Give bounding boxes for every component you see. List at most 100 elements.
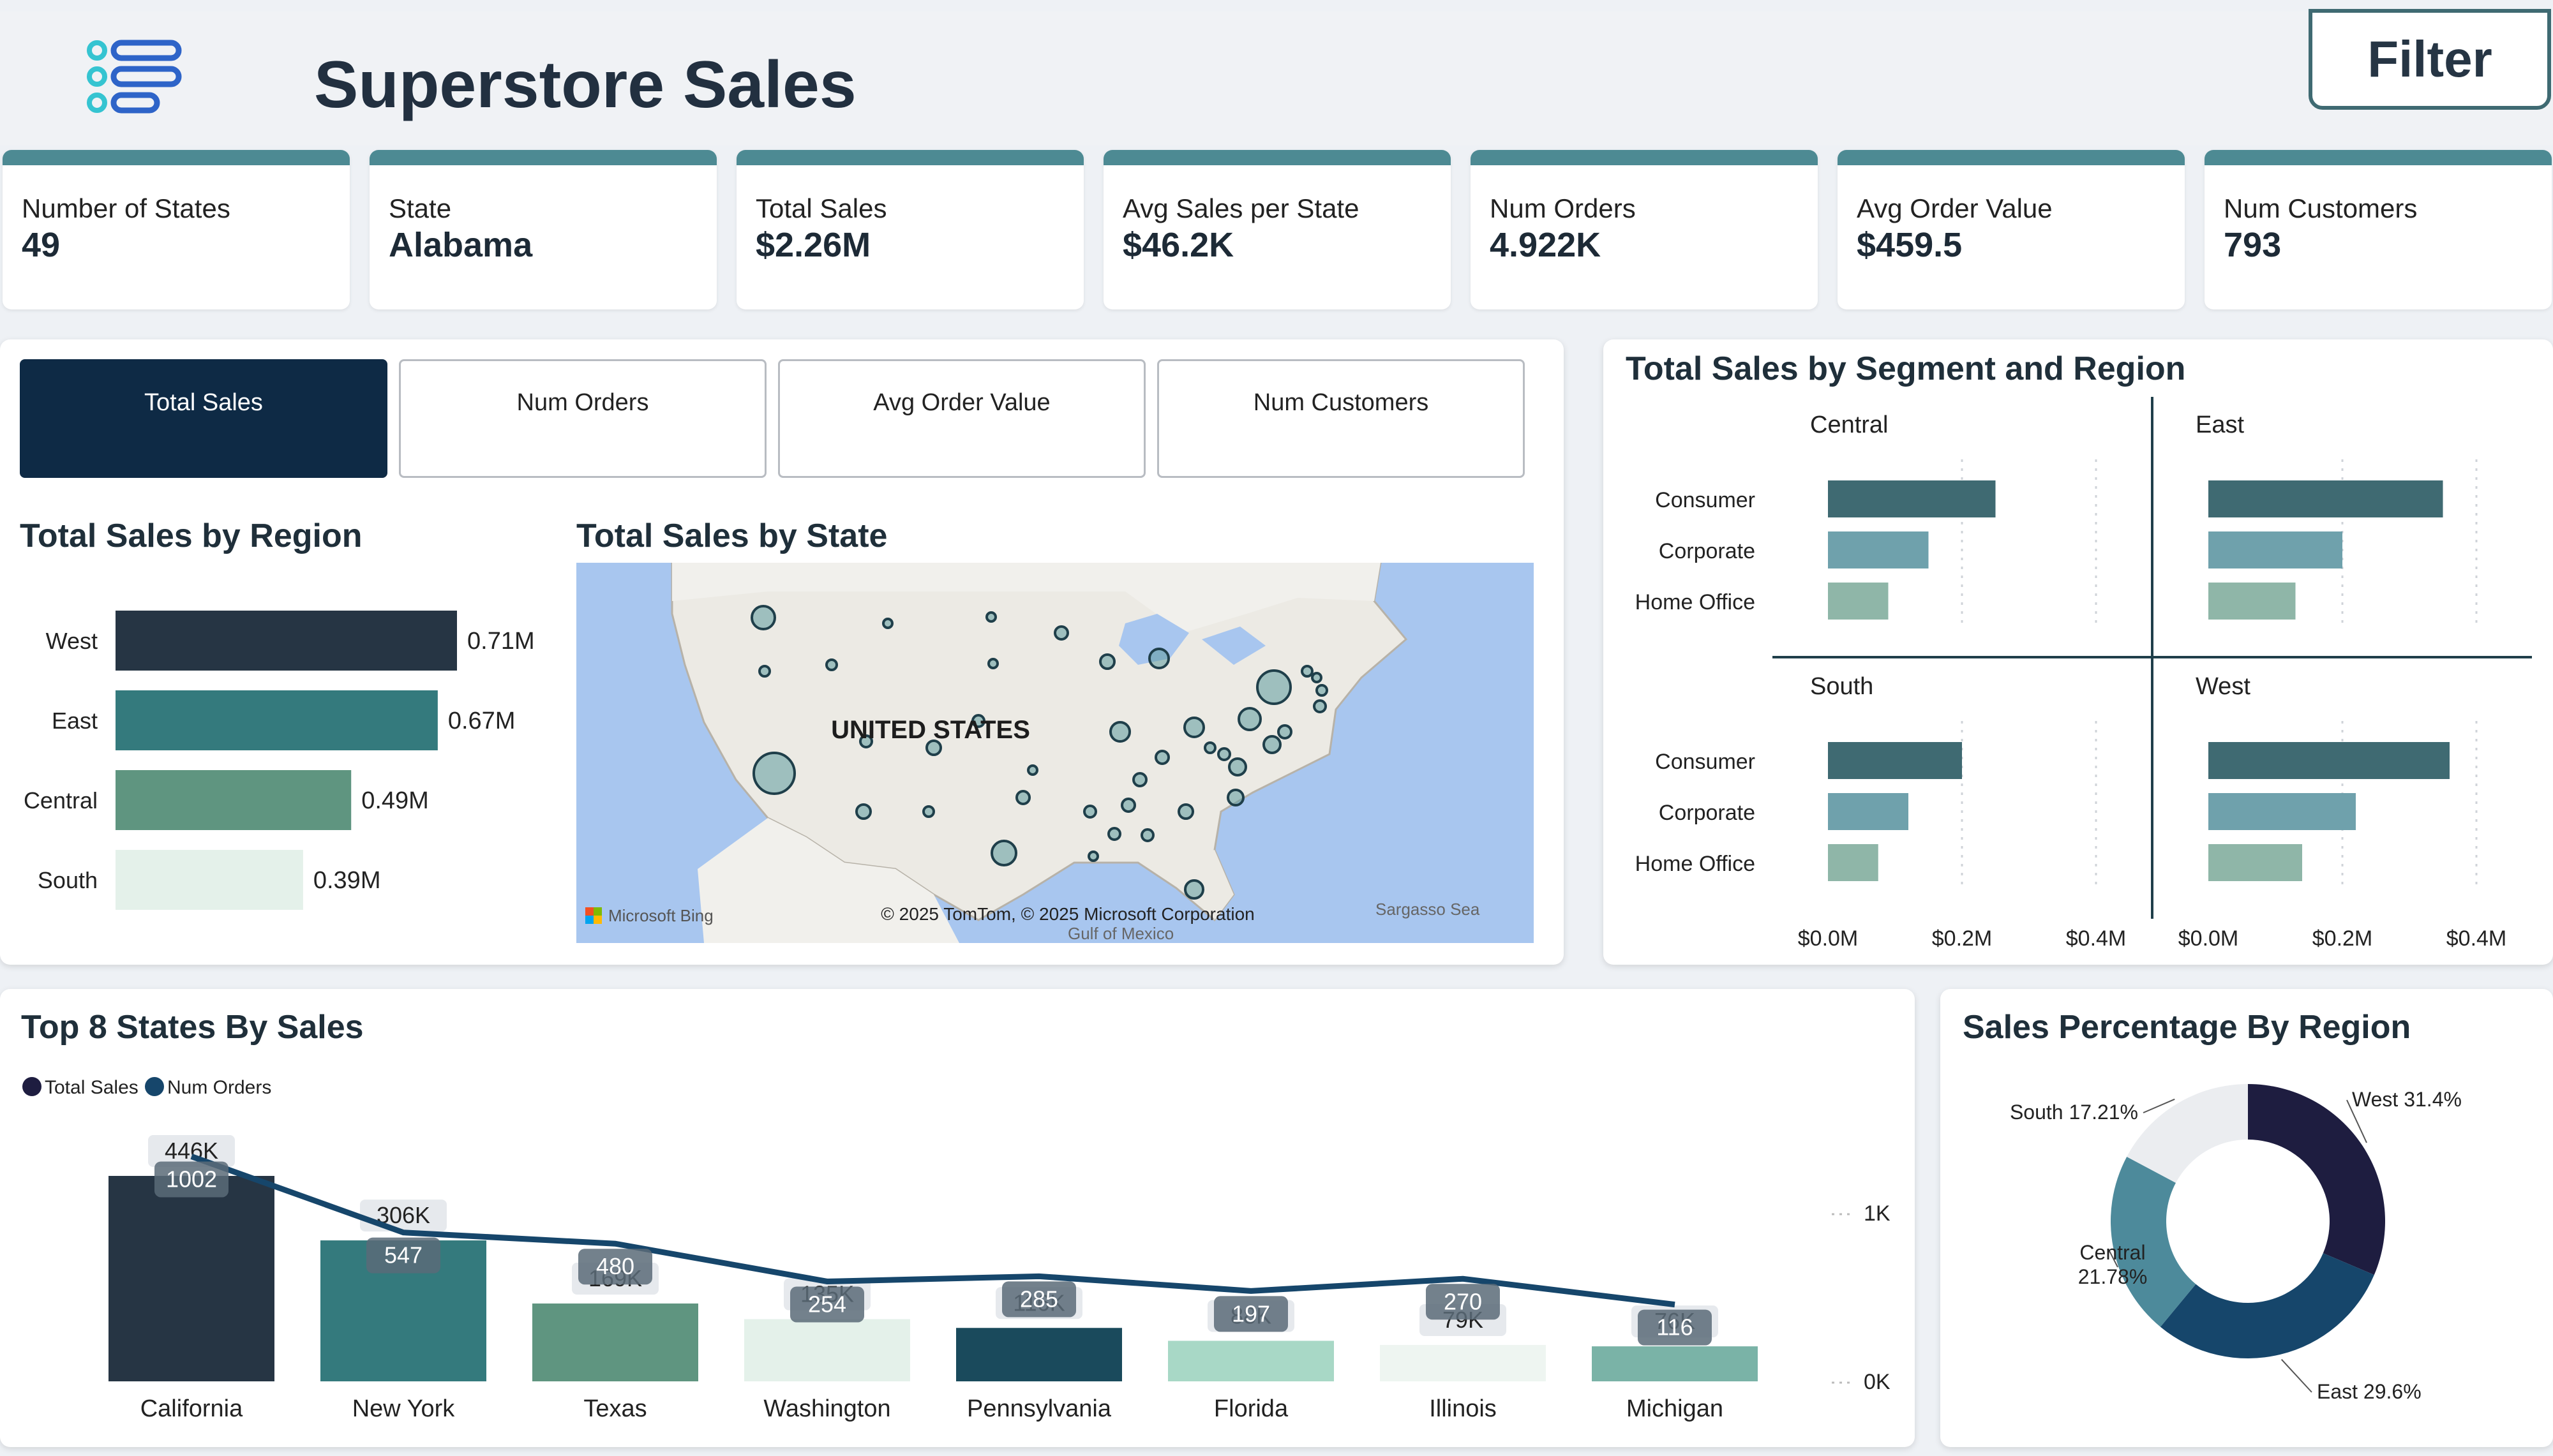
kpi-label: Avg Order Value (1857, 193, 2053, 223)
region-value-label: 0.49M (361, 787, 429, 814)
orders-label-chip (154, 1161, 228, 1198)
tab-avg-order-value[interactable]: Avg Order Value (778, 359, 1146, 478)
state-axis-label: New York (352, 1395, 456, 1422)
segment-bar (1828, 844, 1878, 881)
orders-label-chip (1002, 1281, 1076, 1318)
segment-tick-label: $0.0M (1798, 926, 1859, 951)
region-bar (116, 690, 438, 750)
pie-leader-line (2108, 1248, 2118, 1268)
canada-area (672, 563, 1381, 633)
orders-value-label: 1002 (166, 1166, 217, 1192)
legend-label: Num Orders (167, 1077, 271, 1098)
region-chart-title: Total Sales by Region (20, 517, 363, 554)
segment-axis-label: Home Office (1635, 590, 1755, 614)
state-axis-label: Texas (583, 1395, 647, 1422)
us-map[interactable]: UNITED STATES Microsoft Bing © 2025 TomT… (576, 563, 1534, 943)
segment-axis-label: Corporate (1659, 539, 1755, 563)
segment-tick-label: $0.4M (2066, 926, 2127, 951)
panel-region-label: Central (1810, 412, 1889, 438)
sales-label-chip (148, 1135, 235, 1167)
state-axis-label: Pennsylvania (967, 1395, 1112, 1422)
orders-value-label: 547 (384, 1242, 423, 1268)
pie-slice (2160, 1253, 2374, 1358)
segment-bar-chart: Central Consumer Corporate Home Office East S… (1635, 397, 2532, 951)
y2-tick-label: 1K (1864, 1201, 1890, 1226)
segment-bar (1828, 531, 1929, 568)
orders-label-chip (1214, 1296, 1288, 1332)
segment-bar (2208, 742, 2450, 779)
segment-axis-label: Consumer (1655, 488, 1755, 512)
region-bar (116, 770, 352, 830)
gulf-label: Gulf of Mexico (1068, 924, 1174, 943)
kpi-card-num-orders: Num Orders 4.922K (1471, 150, 1818, 309)
pie-leader-line (2346, 1099, 2367, 1143)
kpi-card-number-of-states: Number of States 49 (3, 150, 350, 309)
panel-region-label: West (2196, 673, 2250, 700)
kpi-value: 793 (2224, 226, 2282, 264)
region-value-label: 0.39M (313, 867, 381, 894)
map-title: Total Sales by State (576, 517, 888, 554)
segment-axis-label: Home Office (1635, 852, 1755, 876)
kpi-label: Num Customers (2224, 193, 2418, 223)
segment-bar (2208, 531, 2342, 568)
map-provider-label: Microsoft Bing (608, 906, 714, 925)
panel-region-label: East (2196, 412, 2244, 438)
state-sales-bar (532, 1303, 698, 1381)
pie-slice (2127, 1084, 2248, 1183)
kpi-label: Number of States (22, 193, 230, 223)
orders-value-label: 197 (1232, 1300, 1270, 1326)
kpi-label: State (389, 193, 452, 223)
legend-marker-num-orders (145, 1077, 164, 1096)
orders-label-chip (366, 1237, 440, 1274)
state-sales-bar (1380, 1344, 1546, 1381)
segment-panel (1603, 339, 2553, 965)
state-sales-bar (109, 1176, 274, 1381)
segment-bar (1828, 742, 1962, 779)
segment-bar (2208, 793, 2356, 830)
pie-leader-line (2280, 1359, 2312, 1393)
state-sales-bar (744, 1319, 910, 1381)
kpi-label: Avg Sales per State (1123, 193, 1359, 223)
state-axis-label: Washington (763, 1395, 890, 1422)
tab-total-sales[interactable]: Total Sales (20, 359, 387, 478)
legend-marker-total-sales (22, 1077, 41, 1096)
kpi-card-avg-order-value: Avg Order Value $459.5 (1838, 150, 2185, 309)
orders-value-label: 254 (808, 1291, 846, 1317)
orders-label-chip (790, 1286, 864, 1323)
kpi-value: $46.2K (1123, 226, 1234, 264)
header-bar (0, 11, 2553, 145)
kpi-card-num-customers: Num Customers 793 (2205, 150, 2552, 309)
kpi-card-avg-sales-per-state: Avg Sales per State $46.2K (1104, 150, 1451, 309)
state-axis-label: Michigan (1626, 1395, 1723, 1422)
filter-button[interactable]: Filter (2309, 9, 2551, 110)
region-axis-label: West (46, 628, 98, 654)
orders-label-chip (1638, 1309, 1712, 1346)
kpi-value: 49 (22, 226, 61, 264)
segment-bar (1828, 480, 1996, 517)
tab-num-customers[interactable]: Num Customers (1157, 359, 1525, 478)
segment-bar (1828, 793, 1908, 830)
state-bubbles (751, 605, 1328, 900)
list-menu-icon (83, 40, 185, 123)
kpi-value: $2.26M (756, 226, 871, 264)
orders-value-label: 270 (1444, 1288, 1482, 1314)
region-bar (116, 850, 303, 910)
orders-value-label: 480 (596, 1253, 634, 1279)
pie-panel (1940, 989, 2553, 1447)
region-value-label: 0.71M (467, 628, 535, 655)
kpi-value: 4.922K (1490, 226, 1601, 264)
page-title: Superstore Sales (314, 48, 857, 122)
kpi-value: Alabama (389, 226, 533, 264)
region-axis-label: Central (24, 787, 98, 813)
sea-label: Sargasso Sea (1375, 900, 1480, 919)
tab-num-orders[interactable]: Num Orders (399, 359, 767, 478)
segment-tick-label: $0.2M (1932, 926, 1993, 951)
state-sales-bar (956, 1328, 1122, 1381)
state-sales-bar (1168, 1341, 1334, 1381)
sales-value-label: 446K (165, 1138, 218, 1164)
segment-chart-title: Total Sales by Segment and Region (1626, 350, 2186, 387)
state-axis-label: California (140, 1395, 243, 1422)
pie-slice (2111, 1156, 2196, 1327)
segment-tick-label: $0.4M (2446, 926, 2507, 951)
